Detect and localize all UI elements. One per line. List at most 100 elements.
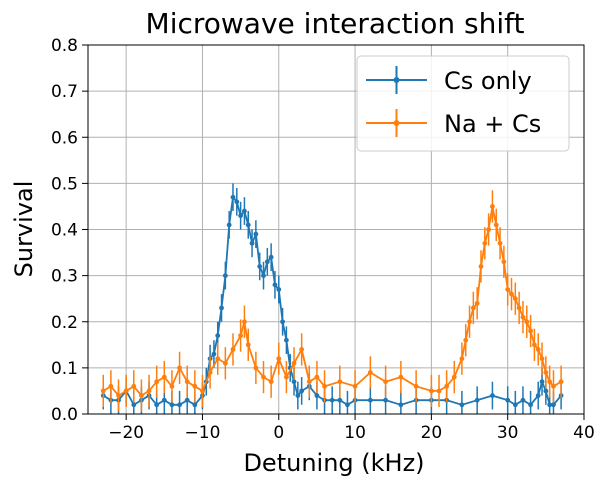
- data-point: [207, 370, 213, 375]
- data-point: [299, 347, 305, 352]
- data-point: [291, 360, 297, 366]
- y-tick-label: 0.7: [51, 82, 78, 102]
- legend-label-cs-only: Cs only: [444, 67, 532, 95]
- data-point: [535, 347, 541, 352]
- data-point: [474, 300, 480, 306]
- data-point: [367, 370, 373, 375]
- data-point: [551, 383, 556, 389]
- data-point: [131, 383, 137, 389]
- data-point: [383, 397, 388, 403]
- legend-entry-na-cs: Na + Cs: [366, 109, 541, 138]
- data-point: [524, 319, 530, 325]
- data-point: [268, 254, 274, 260]
- data-point: [398, 374, 404, 380]
- data-point: [116, 393, 121, 398]
- data-point: [276, 287, 282, 292]
- data-point: [222, 273, 228, 279]
- x-tick-label: 20: [421, 423, 443, 443]
- series-1: [100, 190, 564, 412]
- data-point: [516, 305, 522, 311]
- data-point: [139, 393, 144, 398]
- data-point: [547, 379, 553, 385]
- data-point: [169, 402, 175, 408]
- data-point: [295, 393, 301, 398]
- data-point: [509, 291, 514, 297]
- data-point: [242, 319, 247, 325]
- data-point: [367, 397, 373, 403]
- data-point: [520, 314, 526, 320]
- data-point: [345, 402, 350, 408]
- data-point: [383, 379, 388, 385]
- data-point: [497, 240, 503, 246]
- data-point: [493, 222, 499, 228]
- data-point: [192, 383, 198, 389]
- data-point: [413, 383, 419, 389]
- data-point: [474, 397, 480, 403]
- data-point: [543, 388, 549, 394]
- data-point: [543, 370, 549, 375]
- data-point: [337, 379, 343, 385]
- data-point: [200, 388, 205, 394]
- legend-entry-cs-only: Cs only: [366, 66, 532, 95]
- x-tick-label: −10: [185, 423, 221, 443]
- data-point: [284, 374, 289, 380]
- data-point: [486, 227, 492, 232]
- data-point: [264, 259, 270, 265]
- data-point: [520, 397, 526, 403]
- data-point: [184, 397, 190, 403]
- data-point: [234, 199, 240, 205]
- data-point: [512, 296, 518, 302]
- data-point: [284, 337, 289, 343]
- data-point: [467, 319, 472, 325]
- data-point: [482, 240, 488, 246]
- data-point: [226, 222, 232, 228]
- y-tick-label: 0.8: [51, 36, 78, 56]
- legend: Cs only Na + Cs: [356, 55, 570, 152]
- data-point: [261, 374, 266, 380]
- data-point: [490, 204, 495, 209]
- data-point: [398, 402, 404, 408]
- data-point: [532, 342, 537, 348]
- axis-ticks: −20 −10 0 10 20 30 40 0.0 0.1 0.2 0.3 0.4 0.5 0.6 0.7 0…: [51, 36, 595, 443]
- data-point: [161, 374, 167, 380]
- data-point: [253, 365, 259, 371]
- data-point: [547, 402, 553, 408]
- x-tick-label: 0: [273, 423, 284, 443]
- data-point: [131, 402, 137, 408]
- data-point: [215, 333, 221, 338]
- data-point: [177, 365, 182, 371]
- data-point: [280, 319, 285, 325]
- x-axis-title: Detuning (kHz): [243, 449, 424, 477]
- y-tick-label: 0.5: [51, 174, 78, 194]
- data-point: [314, 374, 320, 380]
- plot-area: [100, 183, 564, 414]
- data-point: [154, 379, 160, 385]
- data-point: [512, 402, 518, 408]
- y-tick-label: 0.0: [51, 405, 78, 425]
- data-point: [268, 379, 274, 385]
- data-point: [245, 342, 251, 348]
- data-point: [539, 379, 545, 385]
- y-tick-label: 0.1: [51, 359, 78, 379]
- data-point: [459, 356, 465, 362]
- data-point: [215, 356, 221, 362]
- data-point: [230, 347, 236, 352]
- data-point: [249, 240, 255, 246]
- data-point: [161, 397, 167, 403]
- chart-title: Microwave interaction shift: [146, 7, 525, 40]
- x-tick-label: −20: [108, 423, 144, 443]
- data-point: [436, 388, 442, 394]
- x-tick-label: 10: [344, 423, 366, 443]
- data-point: [470, 305, 476, 311]
- data-point: [253, 231, 259, 237]
- data-point: [222, 360, 228, 366]
- data-point: [528, 402, 533, 408]
- y-tick-label: 0.4: [51, 221, 78, 241]
- data-point: [478, 264, 484, 269]
- data-point: [291, 379, 297, 385]
- data-point: [272, 282, 278, 288]
- data-point: [177, 402, 182, 408]
- data-point: [169, 383, 175, 389]
- data-point: [558, 379, 564, 385]
